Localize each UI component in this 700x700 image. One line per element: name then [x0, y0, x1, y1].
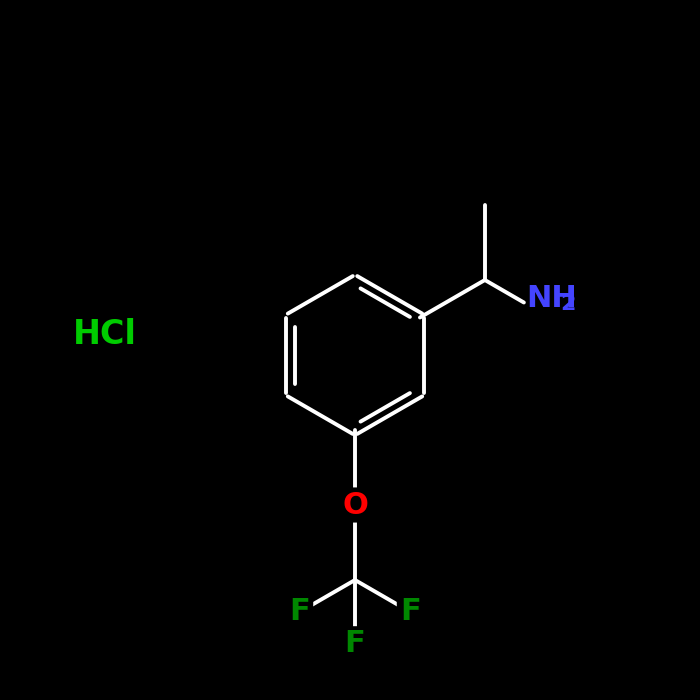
Text: F: F	[289, 597, 310, 626]
Text: F: F	[400, 597, 421, 626]
Text: O: O	[342, 491, 368, 519]
Text: HCl: HCl	[73, 318, 137, 351]
Text: F: F	[344, 629, 365, 658]
Text: NH: NH	[526, 284, 577, 313]
Text: 2: 2	[560, 295, 575, 314]
